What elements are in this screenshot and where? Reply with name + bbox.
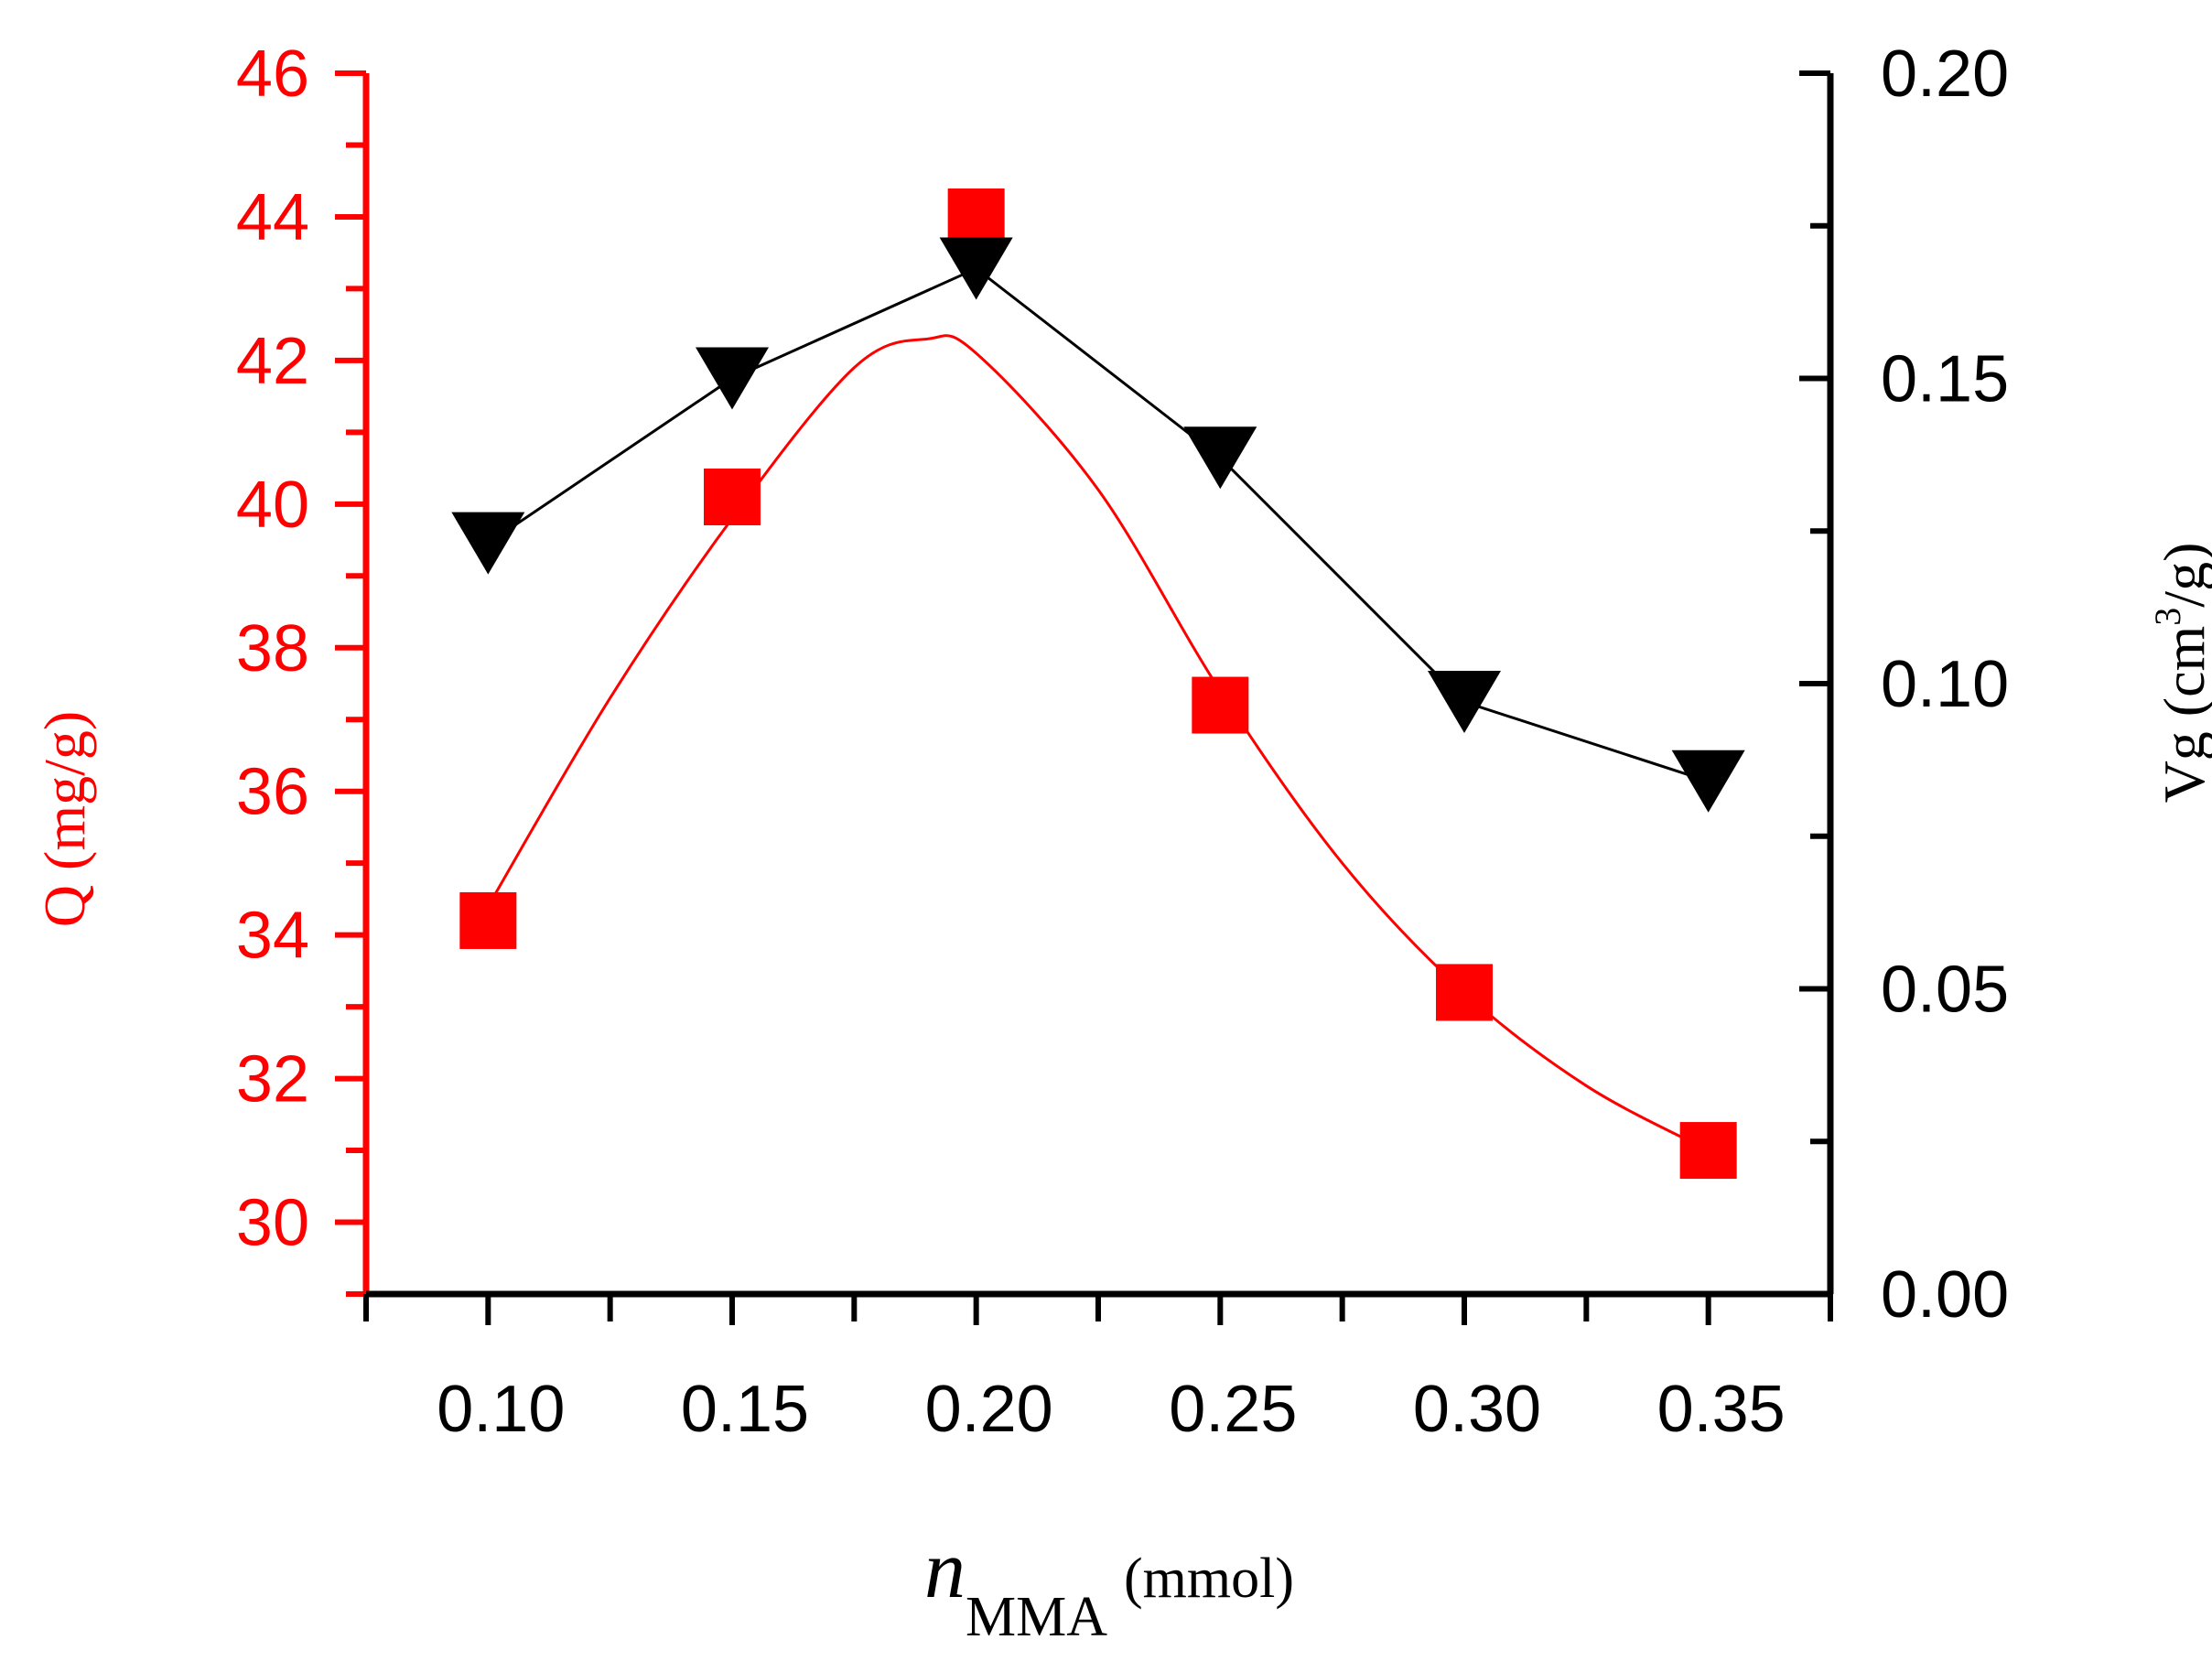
- q-marker-square: [1436, 964, 1493, 1021]
- right-tick-label: 0.10: [1881, 648, 2009, 721]
- left-tick-label: 32: [236, 1043, 309, 1116]
- right-tick-label: 0.00: [1881, 1258, 2009, 1332]
- axes-group: [362, 73, 1834, 1298]
- fit-curve-group: [487, 334, 1710, 1152]
- left-tick-label: 36: [236, 756, 309, 829]
- x-axis-title-variable: n: [924, 1525, 966, 1615]
- vg-marker-triangle: [939, 237, 1013, 300]
- vg-marker-triangle: [1671, 750, 1745, 813]
- q-marker-square: [947, 188, 1005, 245]
- x-axis-title-subscript: MMA: [966, 1586, 1107, 1648]
- q-marker-square: [1679, 1122, 1737, 1180]
- left-tick-label: 30: [236, 1187, 309, 1260]
- vg-marker-triangle: [451, 512, 525, 575]
- right-axis-title-superscript: 3: [2147, 608, 2188, 626]
- left-tick-label: 40: [236, 469, 309, 542]
- x-tick-label: 0.10: [437, 1373, 565, 1446]
- vg-marker-triangle: [1428, 671, 1501, 734]
- series-lines-group: [487, 266, 1710, 783]
- vg-marker-triangle: [1183, 426, 1257, 490]
- right-tick-label: 0.20: [1881, 38, 2009, 111]
- q-marker-square: [1192, 676, 1249, 734]
- x-tick-label: 0.30: [1413, 1373, 1541, 1446]
- vg-marker-triangle: [696, 347, 769, 410]
- x-tick-label: 0.35: [1657, 1373, 1786, 1446]
- left-tick-label: 44: [236, 181, 309, 254]
- left-tick-label: 42: [236, 325, 309, 398]
- right-tick-label: 0.05: [1881, 954, 2009, 1027]
- x-axis-title-unit: (mmol): [1124, 1548, 1294, 1610]
- left-tick-label: 34: [236, 900, 309, 973]
- right-axis-title-prefix: Vg (cm: [2152, 626, 2212, 804]
- right-axis-title: Vg (cm3/g): [2147, 543, 2212, 804]
- markers-group: [451, 188, 1745, 1180]
- x-tick-label: 0.15: [681, 1373, 809, 1446]
- x-axis-title: nMMA (mmol): [924, 1525, 1294, 1648]
- ticks-group: 30 32 34 36 38 40 42 44 46 0.00 0.05 0.10 0.15 0.20 0.…: [236, 38, 2009, 1446]
- x-tick-label: 0.20: [925, 1373, 1053, 1446]
- right-tick-label: 0.15: [1881, 343, 2009, 416]
- left-tick-label: 38: [236, 612, 309, 685]
- q-marker-square: [704, 468, 761, 525]
- right-axis-title-suffix: /g): [2152, 543, 2212, 608]
- x-tick-label: 0.25: [1169, 1373, 1297, 1446]
- left-tick-label: 46: [236, 38, 309, 111]
- q-marker-square: [459, 891, 517, 949]
- vg-series-line: [487, 266, 1710, 783]
- left-axis-title: Q (mg/g): [32, 711, 97, 927]
- q-fit-curve: [487, 334, 1710, 1152]
